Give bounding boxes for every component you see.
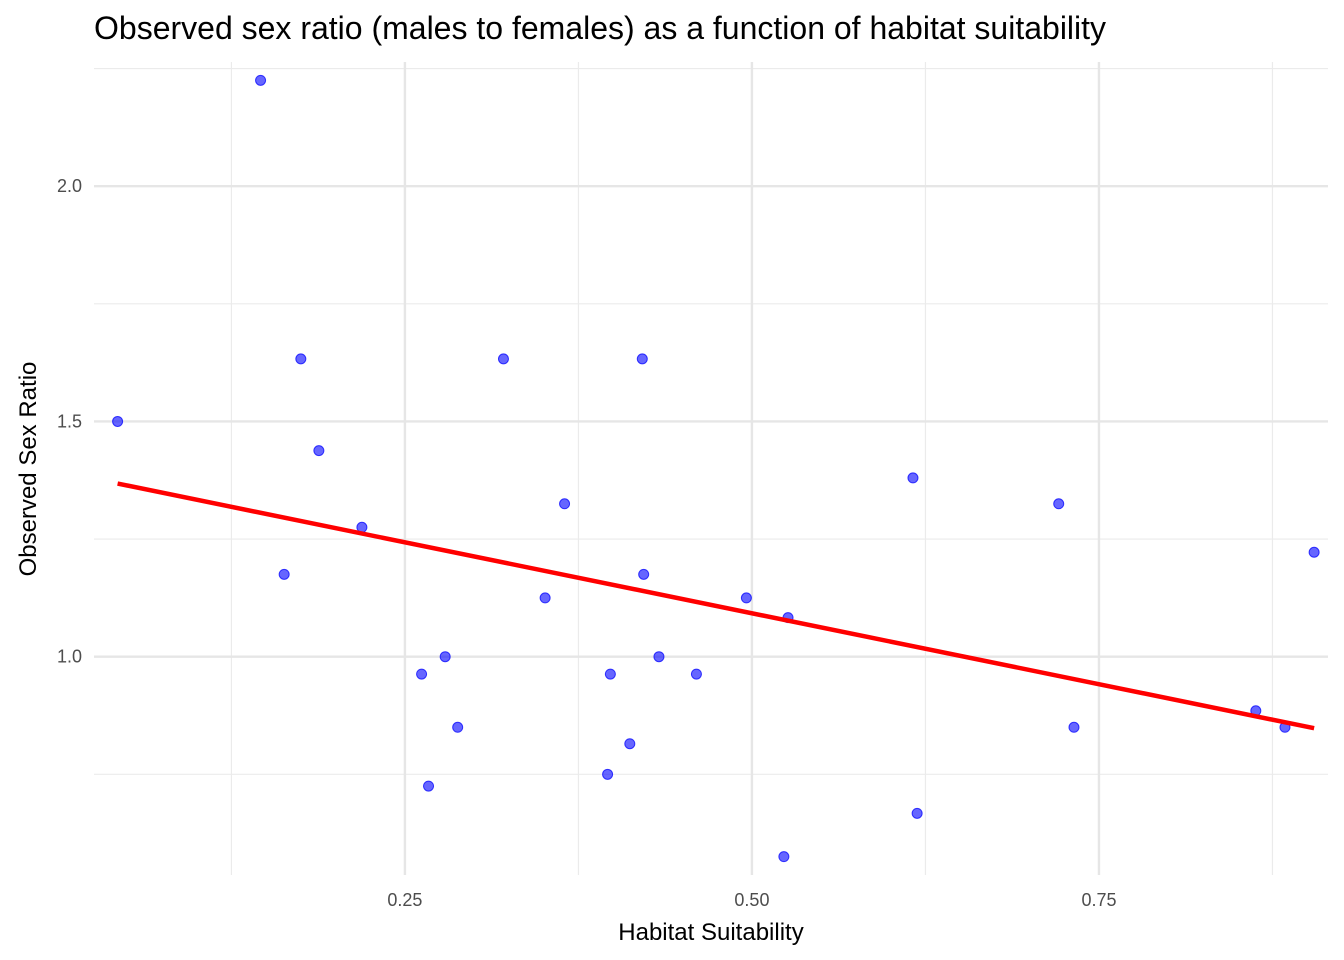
data-points — [112, 74, 1320, 863]
data-point — [636, 353, 648, 365]
data-point — [295, 353, 307, 365]
data-point — [559, 498, 571, 510]
data-point — [778, 851, 790, 863]
data-point — [1053, 498, 1065, 510]
data-point — [911, 807, 923, 819]
minor-gridlines — [94, 62, 1328, 875]
data-point — [653, 651, 665, 663]
data-point — [452, 721, 464, 733]
y-axis-title: Observed Sex Ratio — [15, 362, 42, 577]
trend-line — [117, 481, 1315, 731]
chart-title: Observed sex ratio (males to females) as… — [94, 10, 1107, 46]
data-point — [439, 651, 451, 663]
data-point — [602, 768, 614, 780]
y-tick-label: 1.0 — [57, 647, 82, 667]
data-point — [313, 445, 325, 457]
data-point — [624, 738, 636, 750]
data-point — [907, 472, 919, 484]
y-tick-label: 1.5 — [57, 411, 82, 431]
trend-line-group — [117, 481, 1315, 731]
data-point — [112, 415, 124, 427]
x-axis-title: Habitat Suitability — [618, 919, 803, 946]
data-point — [539, 592, 551, 604]
data-point — [255, 74, 267, 86]
data-point — [423, 780, 435, 792]
y-tick-label: 2.0 — [57, 176, 82, 196]
data-point — [416, 668, 428, 680]
data-point — [1068, 721, 1080, 733]
x-tick-label: 0.25 — [387, 890, 422, 910]
data-point — [278, 568, 290, 580]
data-point — [690, 668, 702, 680]
y-tick-labels: 1.0 1.5 2.0 — [57, 176, 82, 666]
x-tick-labels: 0.25 0.50 0.75 — [387, 890, 1116, 910]
data-point — [604, 668, 616, 680]
major-gridlines — [94, 62, 1328, 875]
data-point — [1308, 546, 1320, 558]
x-tick-label: 0.50 — [734, 890, 769, 910]
data-point — [740, 592, 752, 604]
x-tick-label: 0.75 — [1081, 890, 1116, 910]
data-point — [638, 568, 650, 580]
data-point — [497, 353, 509, 365]
